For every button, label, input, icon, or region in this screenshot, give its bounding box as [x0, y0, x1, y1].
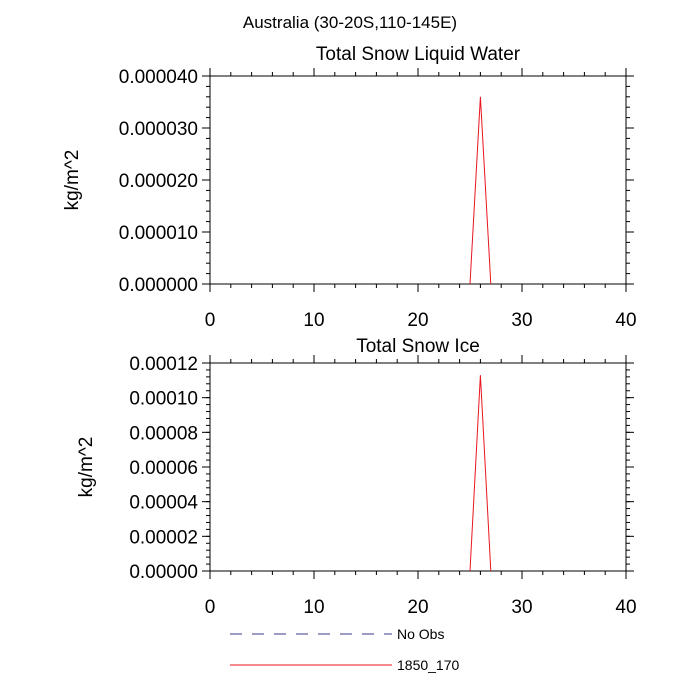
legend-label: 1850_170 [397, 657, 460, 673]
x-tick-label: 0 [205, 310, 216, 331]
y-tick-label: 0.000030 [119, 119, 198, 140]
series-line [469, 375, 492, 572]
y-tick-label: 0.00010 [129, 389, 198, 410]
legend-label: No Obs [397, 626, 444, 642]
panel-2: Total Snow Ice kg/m^2 0 10 20 30 40 0.00000 0.00… [76, 336, 637, 618]
y-tick-label: 0.00006 [129, 458, 198, 479]
x-tick-label: 20 [407, 597, 428, 618]
x-tick-label: 30 [511, 310, 532, 331]
y-tick-label: 0.00004 [129, 493, 198, 514]
legend: No Obs 1850_170 [230, 626, 460, 673]
y-tick-label: 0.00012 [129, 354, 198, 375]
y-tick-label: 0.000040 [119, 67, 198, 88]
x-tick-label: 40 [615, 597, 636, 618]
x-tick-label: 40 [615, 310, 636, 331]
y-tick-label: 0.00000 [129, 562, 198, 583]
plot-frame [209, 75, 627, 285]
x-tick-label: 10 [303, 597, 324, 618]
x-tick-label: 0 [205, 597, 216, 618]
panel-1: Total Snow Liquid Water kg/m^2 0 10 20 30 40 0.… [62, 44, 637, 331]
y-axis-label: kg/m^2 [76, 437, 97, 498]
series-line [469, 96, 492, 285]
y-tick-label: 0.000000 [119, 275, 198, 296]
legend-entry: No Obs [230, 626, 444, 642]
plot-frame [209, 362, 627, 572]
legend-entry: 1850_170 [230, 657, 460, 673]
panel-title: Total Snow Ice [356, 336, 480, 357]
y-tick-label: 0.000020 [119, 171, 198, 192]
x-tick-label: 10 [303, 310, 324, 331]
y-tick-label: 0.00002 [129, 527, 198, 548]
x-tick-label: 20 [407, 310, 428, 331]
panels: Total Snow Liquid Water kg/m^2 0 10 20 30 40 0.… [62, 44, 637, 618]
y-tick-label: 0.00008 [129, 423, 198, 444]
figure-suptitle: Australia (30-20S,110-145E) [243, 13, 457, 32]
y-tick-label: 0.000010 [119, 223, 198, 244]
x-tick-label: 30 [511, 597, 532, 618]
y-axis-label: kg/m^2 [62, 150, 83, 211]
panel-title: Total Snow Liquid Water [316, 44, 521, 65]
